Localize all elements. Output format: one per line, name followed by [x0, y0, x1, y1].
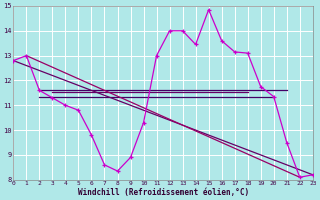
- X-axis label: Windchill (Refroidissement éolien,°C): Windchill (Refroidissement éolien,°C): [77, 188, 249, 197]
